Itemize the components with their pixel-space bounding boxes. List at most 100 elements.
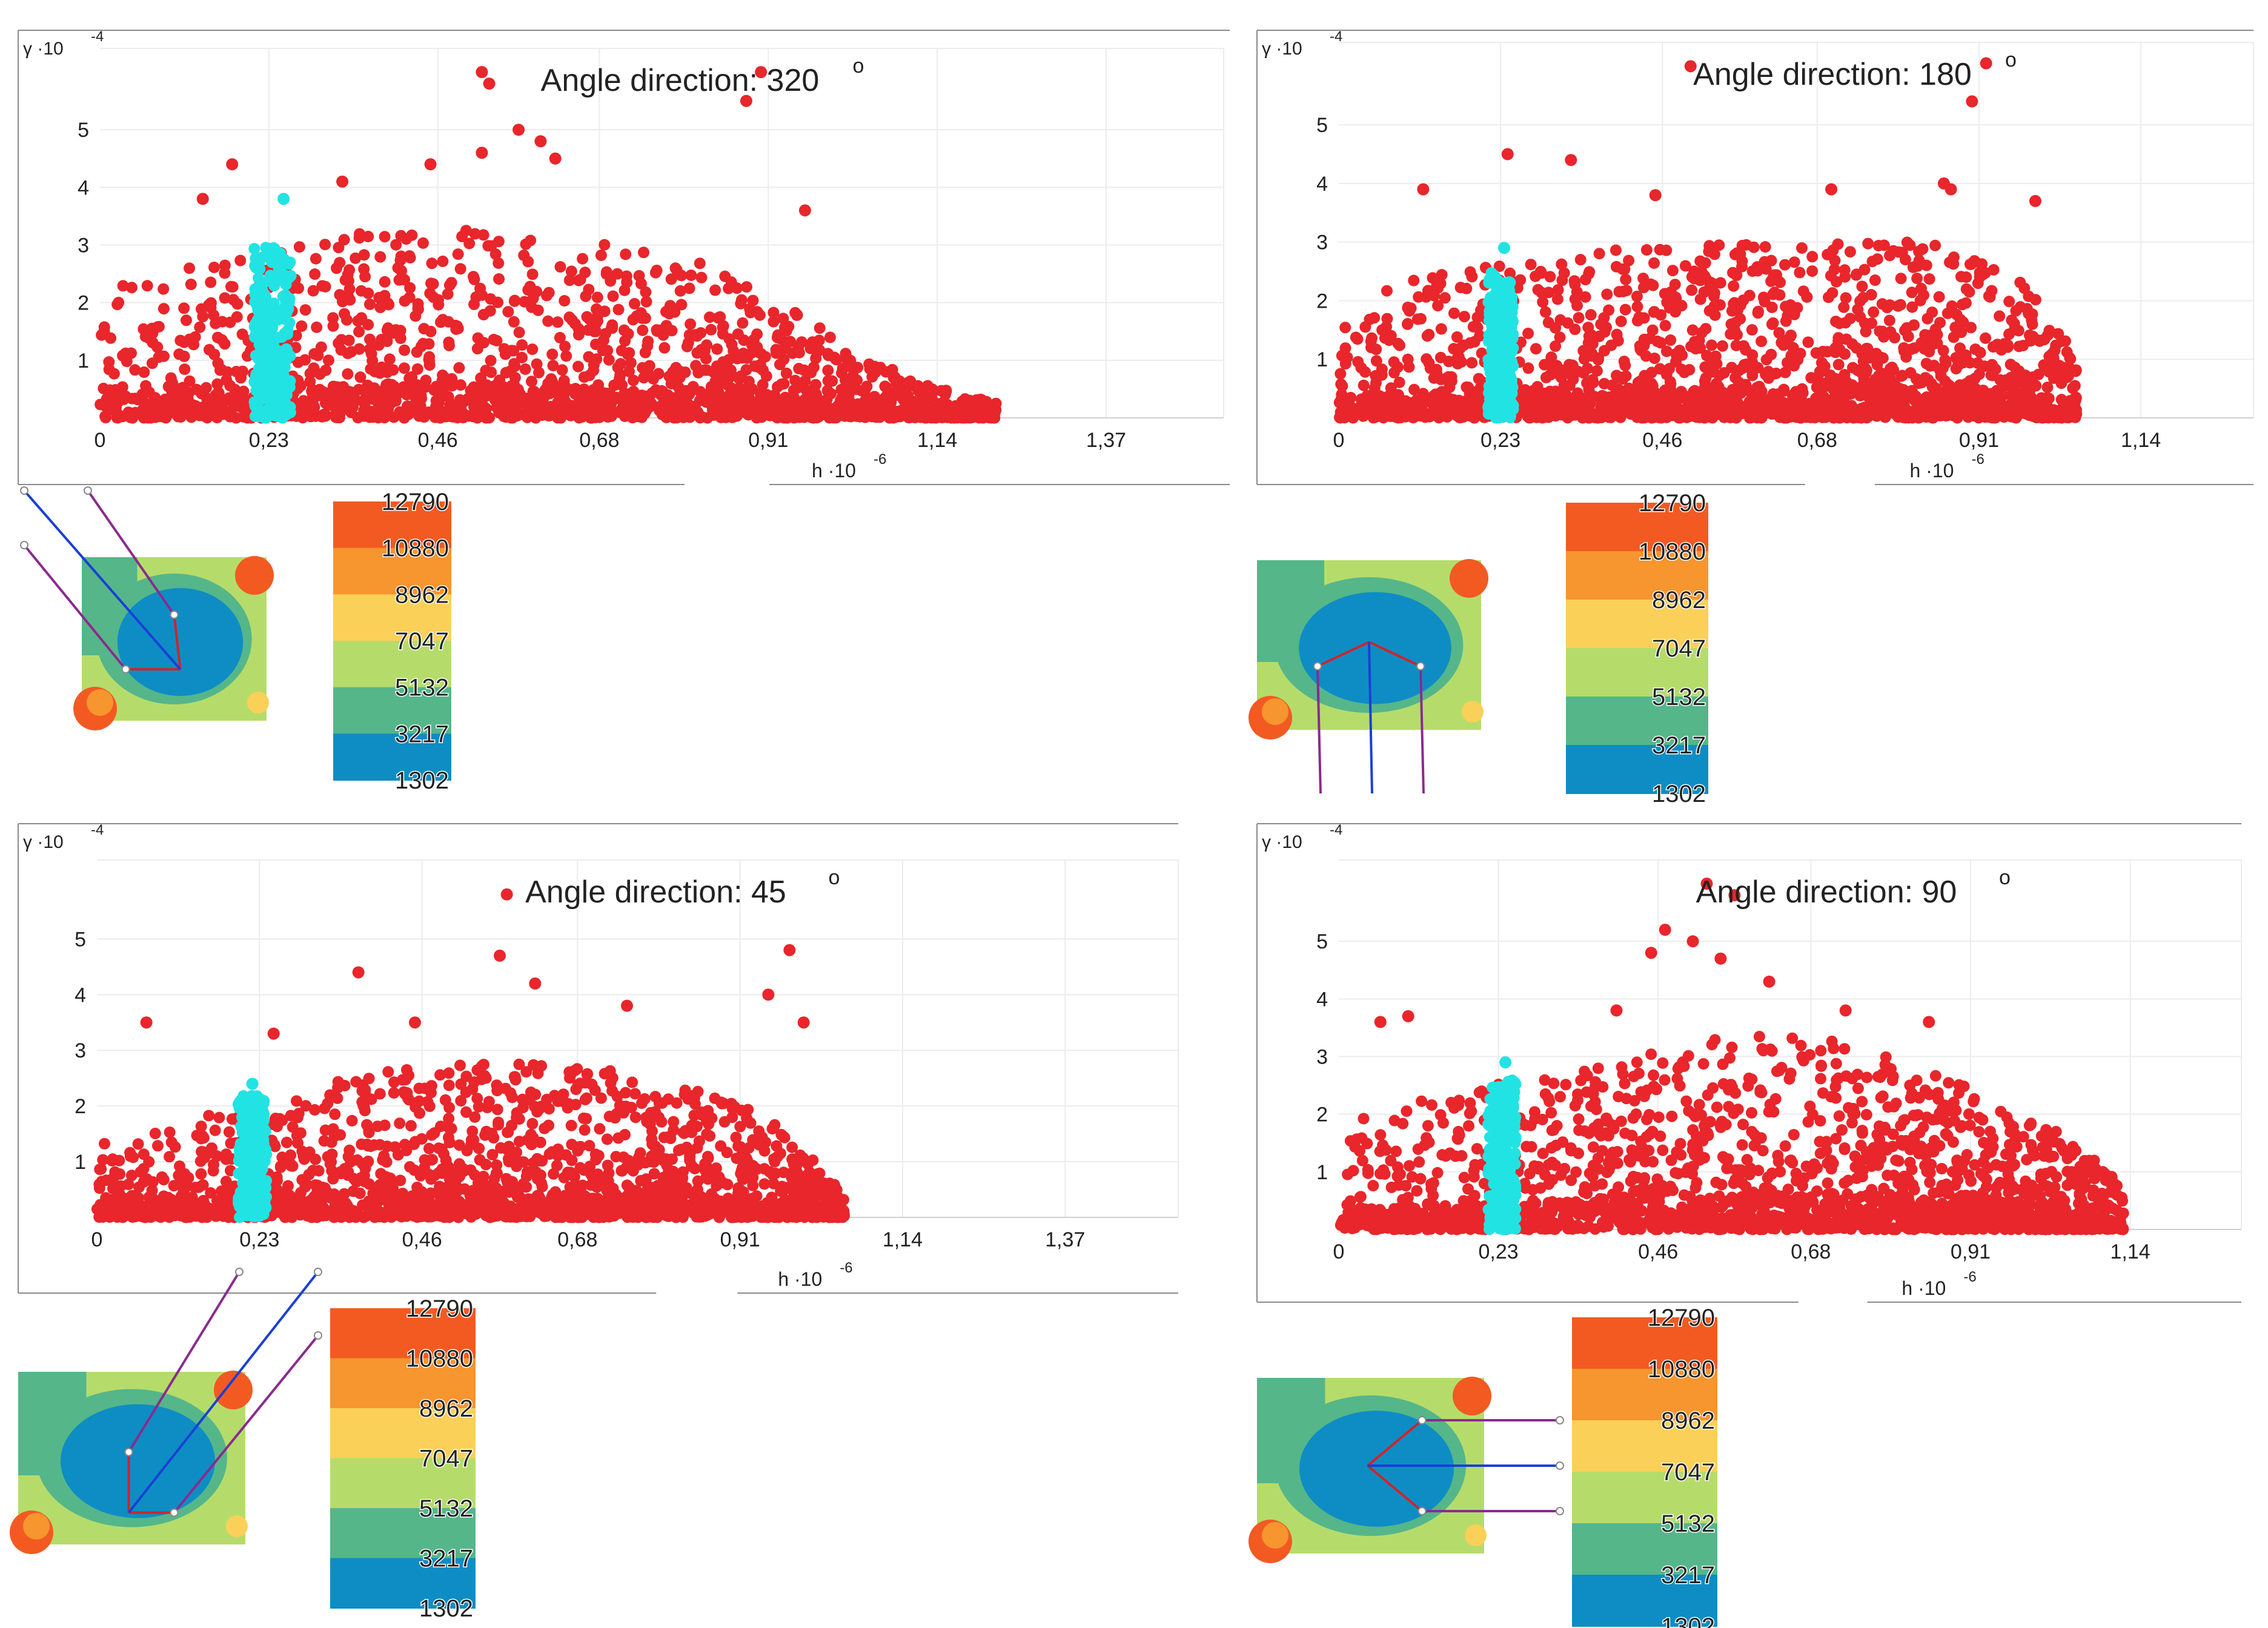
scatter-point-red [1901, 236, 1913, 248]
scatter-point-red [689, 329, 701, 342]
scatter-point-red [127, 412, 139, 424]
scatter-point-red [353, 326, 365, 338]
scatter-point-red [493, 273, 505, 285]
scatter-point-red [149, 392, 161, 405]
scatter-point-red [526, 268, 539, 280]
scatter-point-red [695, 271, 708, 283]
scatter-point-red [1909, 260, 1921, 273]
scatter-point-red [640, 296, 652, 308]
scatter-point-red [184, 262, 196, 274]
scatter-point-red [2014, 276, 2026, 288]
vector-node [1313, 662, 1322, 670]
scatter-point-red [385, 397, 397, 409]
x-tick-label: 0,68 [1797, 429, 1837, 452]
scatter-point-red [293, 241, 305, 253]
scatter-point-red [469, 228, 481, 240]
scatter-point-red [1931, 337, 1943, 349]
scatter-point-red [412, 390, 424, 402]
scatter-point-red [454, 379, 466, 391]
scatter-point-red [711, 343, 723, 355]
scatter-point-red [1637, 273, 1650, 285]
scatter-point-red [1564, 407, 1576, 419]
chart-title-degree: o [853, 55, 864, 78]
scatter-point-red [1602, 411, 1614, 423]
scatter-point-red [331, 262, 342, 274]
scatter-point-red [1368, 312, 1381, 324]
scatter-point-red-outlier [1825, 183, 1838, 196]
scatter-point-red [701, 339, 713, 351]
scatter-point-red [832, 402, 844, 414]
scatter-point-red [533, 366, 545, 379]
scatter-point-red [660, 320, 672, 332]
scatter-point-red [1834, 406, 1846, 418]
scatter-point-red [605, 410, 617, 422]
scatter-point-red [749, 408, 760, 420]
scatter-point-red [2026, 377, 2038, 389]
scatter-point-red [1357, 410, 1369, 422]
scatter-point-red [547, 360, 559, 372]
scatter-point-red [234, 254, 247, 266]
y-axis-exponent: -4 [1330, 28, 1342, 45]
scatter-point-red [1759, 296, 1771, 308]
scatter-point-red [1466, 357, 1478, 369]
scatter-point-red [508, 358, 520, 370]
scatter-point-red [1605, 339, 1617, 351]
scatter-point-red [1388, 356, 1400, 368]
scatter-point-red [327, 312, 339, 324]
scatter-point-red-outlier [483, 78, 496, 90]
scatter-point-red [663, 370, 675, 382]
scatter-point-red [343, 334, 355, 346]
scatter-point-red [185, 279, 197, 290]
scatter-point-red [1977, 385, 1989, 397]
scatter-point-red [1665, 334, 1677, 346]
scatter-point-red [1895, 273, 1907, 285]
scatter-point-red [606, 319, 618, 331]
scatter-point-red [685, 318, 697, 330]
scatter-point-red [474, 282, 486, 294]
scatter-point-red [131, 394, 144, 406]
scatter-point-red [1957, 316, 1969, 328]
scatter-point-red [1948, 251, 1960, 263]
scatter-point-red [164, 1151, 176, 1163]
scatter-point-red [880, 381, 892, 393]
scatter-point-red [1566, 369, 1578, 382]
scatter-point-red [1860, 363, 1871, 375]
scatter-point-red [898, 393, 910, 405]
scatter-point-red [629, 1111, 642, 1123]
scatter-point-red [1613, 372, 1625, 384]
scatter-point-red [554, 261, 566, 273]
scatter-point-red [1898, 342, 1910, 354]
scatter-point-red [342, 368, 354, 380]
scatter-point-red [142, 412, 154, 424]
scatter-point-red [1976, 258, 1988, 270]
scatter-point-red [311, 321, 323, 333]
scatter-point-red [789, 374, 801, 386]
scatter-point-red [675, 395, 687, 407]
scatter-point-red [869, 391, 881, 403]
scatter-point-red [1430, 363, 1442, 376]
scatter-point-red [390, 324, 402, 336]
scatter-point-red [200, 382, 212, 394]
scatter-point-red [1432, 300, 1444, 312]
scatter-point-red [237, 385, 250, 397]
vector-node [170, 610, 179, 619]
scatter-point-red [373, 291, 385, 303]
scatter-point-red [1752, 305, 1764, 317]
scatter-point-red [2064, 353, 2077, 365]
scatter-point-red [1871, 253, 1883, 265]
scatter-point-red [491, 1104, 503, 1116]
scatter-point-red [543, 388, 555, 400]
scatter-point-red [1756, 336, 1768, 348]
scatter-point-red [710, 376, 722, 388]
scatter-point-red [208, 262, 220, 273]
scatter-point-red [1434, 351, 1447, 363]
scatter-point-red [566, 400, 577, 412]
scatter-point-red [1746, 324, 1758, 336]
scatter-point-red [1568, 275, 1580, 287]
scatter-point-red [1455, 356, 1467, 368]
scatter-point-red [319, 239, 331, 251]
scatter-point-red [374, 1088, 386, 1100]
scatter-point-red [1939, 354, 1951, 366]
scatter-point-red [113, 389, 125, 402]
scatter-point-red [1838, 301, 1850, 313]
